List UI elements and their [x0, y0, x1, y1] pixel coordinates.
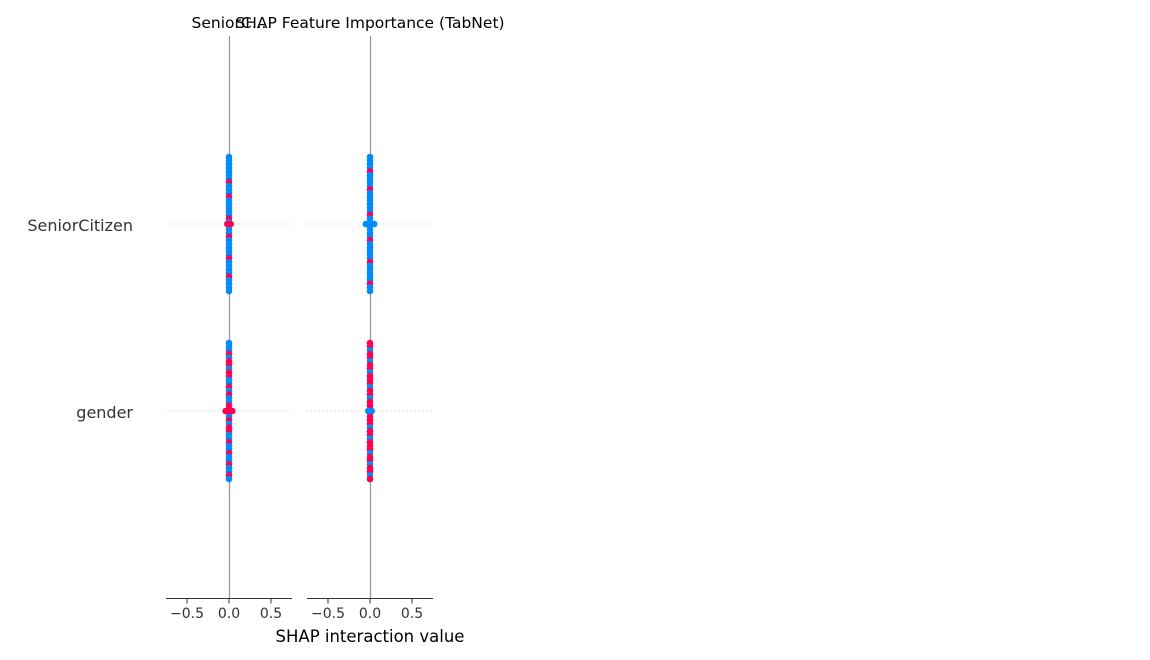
feature-label-seniorcitizen: SeniorCitizen	[27, 216, 133, 235]
panel-title-left: SeniorC...	[192, 14, 267, 32]
points-left-panel	[222, 153, 236, 483]
chart-title: SHAP Feature Importance (TabNet)	[235, 14, 504, 32]
x-ticks-left: −0.5 0.0 0.5	[170, 598, 282, 622]
x-tick-label-left-1: 0.0	[218, 606, 240, 622]
point-left-seniorcitizen-39	[227, 220, 234, 228]
feature-label-gender: gender	[76, 403, 133, 422]
x-tick-label-left-0: −0.5	[170, 606, 204, 622]
points-right-panel	[362, 153, 378, 483]
x-tick-label-right-1: 0.0	[359, 606, 381, 622]
point-right-gender-39	[368, 407, 375, 415]
x-ticks-right: −0.5 0.0 0.5	[311, 598, 423, 622]
point-right-seniorcitizen-37	[366, 287, 374, 295]
x-tick-label-left-2: 0.5	[260, 606, 282, 622]
point-left-gender-41	[229, 407, 236, 415]
point-right-seniorcitizen-41	[370, 220, 378, 228]
point-right-gender-37	[366, 475, 374, 483]
x-tick-label-right-2: 0.5	[401, 606, 423, 622]
point-left-seniorcitizen-37	[225, 287, 233, 295]
x-axis-label: SHAP interaction value	[276, 627, 465, 646]
x-tick-label-right-0: −0.5	[311, 606, 345, 622]
point-left-gender-37	[225, 475, 233, 483]
